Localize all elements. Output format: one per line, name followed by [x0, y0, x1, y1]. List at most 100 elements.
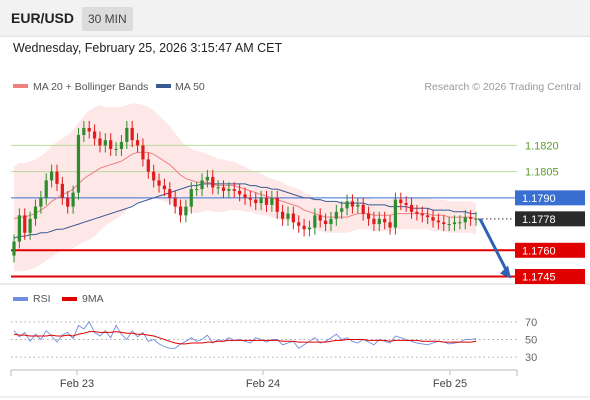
candle-body — [211, 176, 215, 188]
candle-body — [28, 218, 32, 233]
candle-body — [125, 127, 129, 142]
candle — [238, 183, 242, 202]
legend-rsi-label: RSI — [33, 293, 51, 305]
candle-body — [297, 222, 301, 226]
candle — [329, 211, 333, 232]
candle — [28, 211, 32, 240]
candle-body — [420, 213, 424, 216]
candle-body — [270, 197, 274, 205]
candle — [361, 197, 365, 221]
candle-body — [157, 180, 161, 186]
candle — [55, 164, 59, 191]
candle — [200, 173, 204, 197]
candle-body — [221, 187, 226, 191]
candle-body — [340, 208, 344, 212]
legend-ma20-swatch — [13, 84, 28, 88]
time-axis: Feb 23 Feb 24 Feb 25 — [10, 369, 518, 390]
candle-body — [469, 217, 473, 219]
candle — [340, 201, 344, 219]
candle-body — [98, 138, 102, 146]
candle — [469, 210, 473, 226]
legend-ma20-label: MA 20 + Bollinger Bands — [33, 81, 148, 93]
candle-body — [76, 134, 81, 193]
candle-body — [23, 215, 27, 233]
level-tag-1-1790 — [515, 190, 585, 206]
candle-body — [345, 201, 349, 209]
candle-body — [227, 189, 231, 191]
legend-9ma-swatch — [62, 297, 77, 301]
candle — [307, 220, 312, 237]
candle-body — [162, 185, 167, 190]
candle — [184, 199, 188, 223]
candle — [458, 215, 462, 230]
candle-body — [66, 197, 70, 207]
candle-body — [275, 197, 279, 212]
candle — [76, 127, 81, 200]
candle — [168, 182, 172, 205]
candle-body — [109, 140, 113, 149]
candle-body — [92, 131, 97, 139]
candle-body — [141, 145, 145, 160]
candle — [426, 208, 430, 225]
candle-body — [60, 183, 64, 198]
candle-body — [313, 215, 317, 228]
candle — [275, 190, 279, 219]
candle — [109, 133, 113, 156]
candle — [162, 178, 167, 197]
candle-body — [388, 222, 392, 228]
candle-body — [49, 171, 54, 181]
candle — [71, 185, 75, 214]
candle — [66, 190, 70, 214]
candle — [318, 208, 322, 228]
rsi-ma9-line — [13, 331, 477, 345]
timeframe-badge[interactable]: 30 MIN — [82, 7, 133, 31]
rsi-level-label-70: 70 — [525, 317, 537, 329]
candle-body — [302, 225, 306, 230]
candle-body — [135, 140, 140, 146]
candle — [39, 190, 43, 214]
candle — [447, 217, 451, 232]
candle — [280, 204, 285, 226]
symbol-title: EUR/USD — [11, 10, 75, 26]
candle — [146, 152, 150, 179]
legend-rsi-swatch — [13, 297, 28, 301]
candle-body — [146, 159, 150, 172]
candle-body — [216, 187, 220, 189]
candle — [227, 182, 231, 198]
candle — [92, 124, 97, 146]
level-tag-1-1760 — [515, 242, 585, 258]
candle-body — [114, 148, 118, 150]
candle — [216, 180, 220, 195]
candle-body — [82, 127, 86, 135]
candle — [393, 192, 398, 235]
candle-body — [426, 215, 430, 218]
candle-body — [264, 197, 269, 205]
candle-body — [361, 204, 365, 214]
level-label-1-1790: 1.1790 — [522, 193, 556, 205]
candle — [173, 190, 177, 214]
rsi-level-label-30: 30 — [525, 352, 537, 364]
candle-body — [323, 220, 328, 225]
candle-body — [452, 222, 457, 225]
candle-body — [232, 189, 236, 191]
candle-body — [431, 217, 435, 221]
candle — [141, 138, 145, 167]
candle — [49, 164, 54, 188]
levels-layer — [11, 144, 517, 278]
candle-body — [393, 199, 398, 228]
candle — [44, 173, 48, 205]
level-label-1-1820: 1.1820 — [525, 140, 559, 152]
candle-body — [458, 222, 462, 224]
candle-body — [399, 199, 403, 204]
candles-layer — [12, 120, 478, 263]
candle — [420, 206, 424, 223]
candle — [17, 208, 21, 249]
candle — [463, 210, 467, 230]
candle-body — [152, 171, 156, 181]
candle-body — [383, 218, 387, 223]
candle-body — [474, 218, 478, 220]
candle — [248, 190, 252, 207]
candle-body — [195, 189, 199, 191]
candle — [377, 211, 381, 232]
candle — [291, 206, 295, 230]
